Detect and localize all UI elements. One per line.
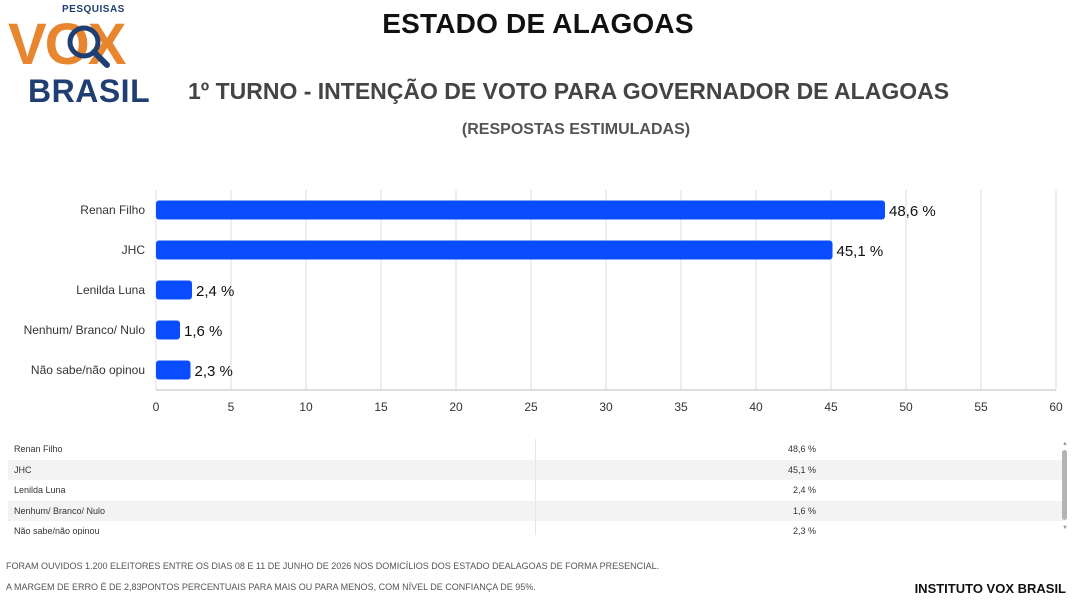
x-tick-label: 0 xyxy=(153,400,160,414)
bar xyxy=(156,240,833,260)
logo-pesquisas-text: PESQUISAS xyxy=(62,4,125,15)
bar xyxy=(156,280,192,300)
table-row: Não sabe/não opinou 2,3 % xyxy=(8,521,1066,535)
table-cell-value: 48,6 % xyxy=(787,444,816,454)
chart-subtitle-2: (RESPOSTAS ESTIMULADAS) xyxy=(461,121,691,138)
scrollbar-thumb[interactable] xyxy=(1062,450,1067,520)
bar xyxy=(156,360,191,380)
table-cell-value: 2,3 % xyxy=(792,526,816,535)
table-cell-name: Nenhum/ Branco/ Nulo xyxy=(14,505,106,516)
margin-of-error-note: A MARGEM DE ERRO É DE 2,83PONTOS PERCENT… xyxy=(6,582,536,592)
table-row: Lenilda Luna 2,4 % xyxy=(8,480,1066,501)
table-cell-name: Não sabe/não opinou xyxy=(14,526,100,535)
data-label: 48,6 % xyxy=(889,203,936,220)
data-label: 45,1 % xyxy=(837,243,884,260)
table-row: Nenhum/ Branco/ Nulo 1,6 % xyxy=(8,500,1066,521)
table-column-divider xyxy=(535,439,536,535)
category-label: Não sabe/não opinou xyxy=(31,363,145,377)
x-tick-label: 5 xyxy=(228,400,235,414)
magnifier-icon xyxy=(67,25,110,68)
table-scrollbar[interactable]: ▲ ▼ xyxy=(1061,441,1069,531)
x-tick-label: 60 xyxy=(1049,400,1063,414)
x-tick-label: 10 xyxy=(299,400,313,414)
table-cell-name: JHC xyxy=(14,464,32,475)
bar xyxy=(156,200,885,220)
table-cell-value: 45,1 % xyxy=(787,464,816,475)
data-label: 2,4 % xyxy=(196,283,234,300)
x-tick-label: 50 xyxy=(899,400,913,414)
institute-footer: INSTITUTO VOX BRASIL xyxy=(914,581,1066,596)
x-tick-label: 55 xyxy=(974,400,988,414)
scroll-down-icon[interactable]: ▼ xyxy=(1062,525,1068,531)
x-tick-label: 30 xyxy=(599,400,613,414)
category-label: Renan Filho xyxy=(80,203,145,217)
table-row: JHC 45,1 % xyxy=(8,459,1066,480)
x-tick-label: 35 xyxy=(674,400,688,414)
table-cell-name: Lenilda Luna xyxy=(14,485,66,495)
data-label: 2,3 % xyxy=(195,363,233,380)
vox-brasil-logo: PESQUISAS VOX BRASIL xyxy=(6,4,168,108)
results-table: Renan Filho 48,6 % JHC 45,1 % Lenilda Lu… xyxy=(8,439,1066,535)
x-tick-label: 40 xyxy=(749,400,763,414)
category-label: JHC xyxy=(122,243,146,257)
data-label: 1,6 % xyxy=(184,323,222,340)
x-tick-label: 25 xyxy=(524,400,538,414)
vote-intention-bar-chart: 0 5 10 15 20 25 30 35 40 45 50 55 60 Renan Filho 48,6 … xyxy=(24,190,1063,414)
table-cell-name: Renan Filho xyxy=(14,444,63,454)
chart-subtitle: 1º TURNO - INTENÇÃO DE VOTO PARA GOVERNA… xyxy=(188,78,950,104)
scroll-up-icon[interactable]: ▲ xyxy=(1062,441,1068,447)
x-tick-label: 45 xyxy=(824,400,838,414)
logo-brasil-text: BRASIL xyxy=(28,73,151,109)
table-cell-value: 1,6 % xyxy=(792,505,816,516)
x-tick-label: 15 xyxy=(374,400,388,414)
methodology-note: FORAM OUVIDOS 1.200 ELEITORES ENTRE OS D… xyxy=(6,561,660,571)
x-tick-label: 20 xyxy=(449,400,463,414)
category-label: Nenhum/ Branco/ Nulo xyxy=(24,323,146,337)
table-cell-value: 2,4 % xyxy=(792,485,816,495)
bar xyxy=(156,320,180,340)
category-label: Lenilda Luna xyxy=(76,283,145,297)
page-title: ESTADO DE ALAGOAS xyxy=(382,8,694,39)
table-row: Renan Filho 48,6 % xyxy=(8,439,1066,460)
